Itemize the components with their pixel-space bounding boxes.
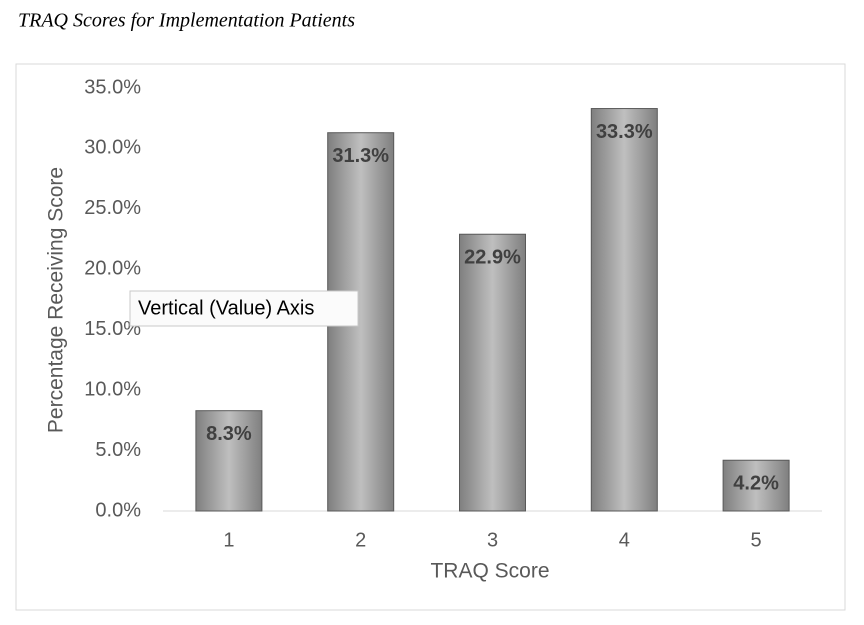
chart-title: TRAQ Scores for Implementation Patients xyxy=(18,10,355,32)
y-tick-label: 15.0% xyxy=(84,318,141,340)
x-tick-label: 1 xyxy=(223,529,234,551)
y-tick-label: 35.0% xyxy=(84,76,141,98)
data-label: 33.3% xyxy=(596,121,653,143)
bar xyxy=(722,459,790,512)
bar xyxy=(195,410,263,512)
bar xyxy=(459,233,526,512)
data-label: 31.3% xyxy=(332,145,389,167)
data-label: 22.9% xyxy=(464,247,521,269)
tooltip-box xyxy=(129,290,359,327)
x-tick-label: 3 xyxy=(487,529,498,551)
y-tick-label: 5.0% xyxy=(95,439,141,461)
x-axis-title: TRAQ Score xyxy=(430,560,549,583)
x-tick-label: 5 xyxy=(751,529,762,551)
data-label: 8.3% xyxy=(206,423,252,445)
y-tick-label: 25.0% xyxy=(84,197,141,219)
y-tick-label: 30.0% xyxy=(84,137,141,159)
chart-frame xyxy=(15,63,846,611)
tooltip: Vertical (Value) Axis xyxy=(129,290,359,327)
tooltip-text: Vertical (Value) Axis xyxy=(138,297,314,319)
y-tick-label: 10.0% xyxy=(84,378,141,400)
data-label: 4.2% xyxy=(733,473,779,495)
x-tick-label: 2 xyxy=(355,529,366,551)
plot-area: 0.0% 5.0% 10.0% 15.0% 20.0% 25.0% 30.0% 35.0% 1 8… xyxy=(84,76,822,551)
bar xyxy=(590,108,658,512)
y-tick-label: 20.0% xyxy=(84,258,141,280)
x-tick-label: 4 xyxy=(619,529,630,551)
y-axis-title: Percentage Receiving Score xyxy=(45,167,68,433)
y-tick-label: 0.0% xyxy=(95,499,141,521)
